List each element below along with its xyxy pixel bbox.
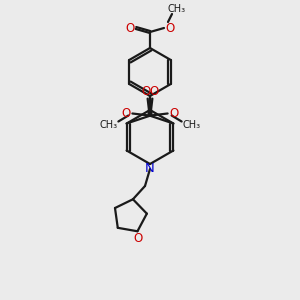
Text: O: O	[134, 232, 143, 245]
Text: O: O	[165, 22, 175, 34]
Text: O: O	[125, 22, 135, 34]
Text: O: O	[149, 85, 158, 98]
Text: CH₃: CH₃	[183, 121, 201, 130]
Text: O: O	[169, 107, 178, 120]
Text: N: N	[145, 161, 155, 175]
Text: CH₃: CH₃	[99, 121, 117, 130]
Text: O: O	[142, 85, 151, 98]
Text: O: O	[122, 107, 131, 120]
Text: CH₃: CH₃	[168, 4, 186, 14]
